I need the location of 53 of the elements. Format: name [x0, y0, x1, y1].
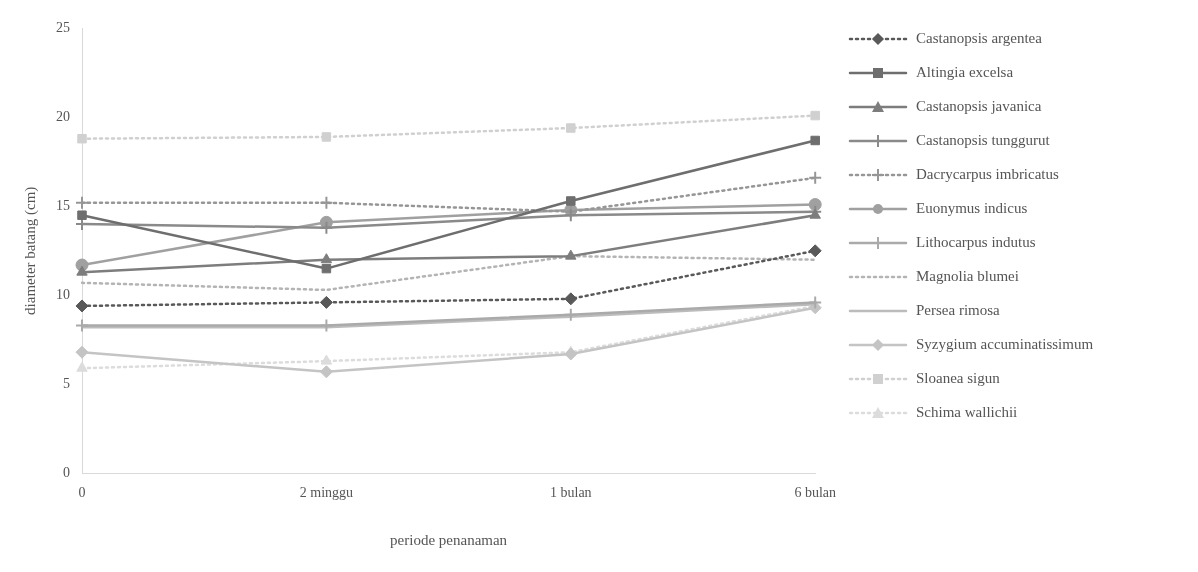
point — [566, 196, 576, 206]
legend-label: Castanopsis javanica — [916, 98, 1042, 115]
y-tick-label: 10 — [56, 286, 70, 302]
point — [75, 318, 89, 333]
legend-label: Sloanea sigun — [916, 370, 1000, 387]
point — [564, 347, 578, 361]
legend-label: Euonymus indicus — [916, 200, 1028, 217]
x-axis-title: periode penanaman — [390, 531, 508, 548]
point — [565, 249, 577, 260]
point — [808, 295, 823, 310]
point — [75, 299, 89, 313]
legend-label: Dacrycarpus imbricatus — [916, 166, 1059, 183]
legend-label: Persea rimosa — [916, 302, 1000, 319]
legend-label: Lithocarpus indutus — [916, 234, 1036, 251]
point — [319, 220, 334, 235]
point — [319, 365, 333, 379]
point — [77, 133, 87, 144]
point — [808, 244, 822, 258]
x-tick-label: 1 bulan — [549, 485, 592, 501]
y-tick-label: 0 — [63, 464, 70, 480]
y-tick-label: 25 — [56, 20, 70, 36]
legend-label: Magnolia blumei — [916, 268, 1019, 285]
point — [320, 253, 333, 264]
point — [809, 208, 821, 219]
y-tick-label: 20 — [56, 109, 70, 125]
x-tick-label: 0 — [78, 485, 86, 501]
point — [320, 354, 333, 365]
x-tick-label: 2 minggu — [299, 485, 354, 501]
point — [808, 170, 823, 185]
point — [810, 135, 820, 146]
point — [564, 292, 578, 306]
point — [321, 263, 332, 274]
y-axis-title: diameter batang (cm) — [21, 186, 39, 315]
legend-label: Schima wallichii — [916, 404, 1018, 421]
point — [77, 210, 87, 220]
y-tick-label: 5 — [63, 375, 70, 391]
legend-label: Syzygium accuminatissimum — [916, 336, 1094, 353]
point — [563, 208, 578, 223]
point — [566, 123, 576, 133]
point — [321, 132, 332, 142]
point — [810, 110, 820, 121]
x-tick-label: 6 bulan — [794, 485, 836, 501]
point — [76, 361, 88, 372]
y-tick-label: 15 — [56, 197, 70, 213]
point — [75, 195, 89, 210]
legend-label: Altingia excelsa — [916, 64, 1014, 81]
point — [75, 345, 89, 359]
legend-label: Castanopsis tunggurut — [916, 132, 1050, 149]
point — [319, 295, 333, 309]
point — [563, 307, 578, 322]
point — [76, 265, 88, 276]
point — [319, 195, 334, 210]
legend-label: Castanopsis argentea — [916, 30, 1042, 47]
